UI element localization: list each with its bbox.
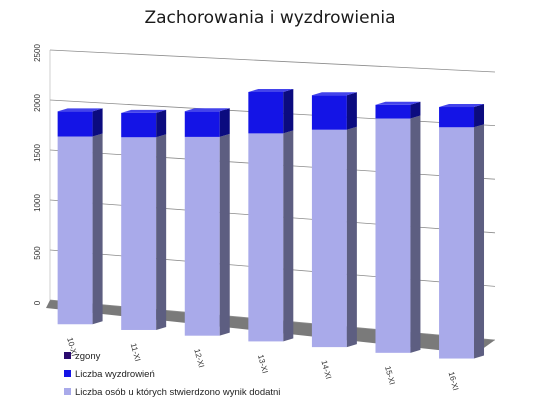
- bar-0-11-XI: [121, 137, 157, 330]
- legend-label: Liczba osób u których stwierdzono wynik …: [75, 387, 280, 398]
- bar-0-12-XI: [184, 136, 220, 336]
- bar-1-15-XI: [375, 104, 411, 119]
- legend-swatch: [64, 388, 71, 395]
- bar-side-1-16-XI: [474, 104, 485, 128]
- bar-0-10-XI: [57, 136, 93, 325]
- bar-side-0-10-XI: [92, 133, 103, 325]
- bar-0-15-XI: [375, 118, 411, 353]
- bar-1-11-XI: [121, 112, 157, 138]
- x-tick-label: 12-XI: [192, 348, 206, 369]
- legend-label: zgony: [75, 351, 101, 362]
- y-tick-label: 0: [33, 300, 42, 305]
- y-tick-label: 2500: [33, 44, 42, 62]
- bar-side-0-14-XI: [346, 126, 357, 348]
- x-tick-label: 16-XI: [447, 371, 461, 392]
- gridline: [49, 49, 496, 73]
- x-tick-label: 14-XI: [319, 359, 333, 380]
- chart-title: Zachorowania i wyzdrowienia: [144, 8, 396, 28]
- bar-1-12-XI: [184, 111, 220, 137]
- bar-0-13-XI: [248, 133, 284, 342]
- x-tick-label: 11-XI: [129, 342, 142, 362]
- bar-0-14-XI: [311, 129, 347, 348]
- bar-side-1-14-XI: [346, 92, 357, 130]
- bar-side-1-15-XI: [410, 101, 421, 119]
- bar-1-13-XI: [248, 91, 284, 134]
- bar-top-16-XI: [439, 104, 485, 108]
- bar-side-1-12-XI: [219, 108, 230, 137]
- bar-1-14-XI: [311, 95, 347, 130]
- bar-side-0-13-XI: [283, 130, 294, 342]
- y-tick-label: 500: [33, 246, 42, 260]
- bar-top-13-XI: [248, 88, 294, 92]
- bar-1-16-XI: [439, 107, 475, 128]
- bar-top-12-XI: [184, 108, 230, 112]
- bar-1-10-XI: [57, 111, 93, 137]
- x-tick-label: 15-XI: [383, 365, 397, 386]
- bar-side-1-11-XI: [156, 109, 167, 138]
- bar-side-1-10-XI: [92, 108, 103, 137]
- legend-swatch: [64, 352, 71, 359]
- bar-0-16-XI: [439, 127, 475, 359]
- legend-swatch: [64, 370, 71, 377]
- bar-side-0-15-XI: [410, 115, 421, 353]
- legend-label: Liczba wyzdrowień: [75, 369, 155, 380]
- bar-side-0-12-XI: [219, 133, 230, 336]
- bar-top-11-XI: [121, 109, 167, 113]
- bar-side-1-13-XI: [283, 88, 294, 134]
- bar-top-10-XI: [57, 108, 103, 112]
- y-tick-label: 2000: [33, 94, 42, 112]
- y-tick-label: 1500: [33, 144, 42, 162]
- bar-side-0-16-XI: [474, 124, 485, 359]
- bar-top-15-XI: [375, 101, 421, 105]
- y-tick-label: 1000: [33, 194, 42, 212]
- bar-side-0-11-XI: [156, 134, 167, 330]
- bar-top-14-XI: [311, 92, 357, 96]
- x-tick-label: 13-XI: [256, 354, 270, 375]
